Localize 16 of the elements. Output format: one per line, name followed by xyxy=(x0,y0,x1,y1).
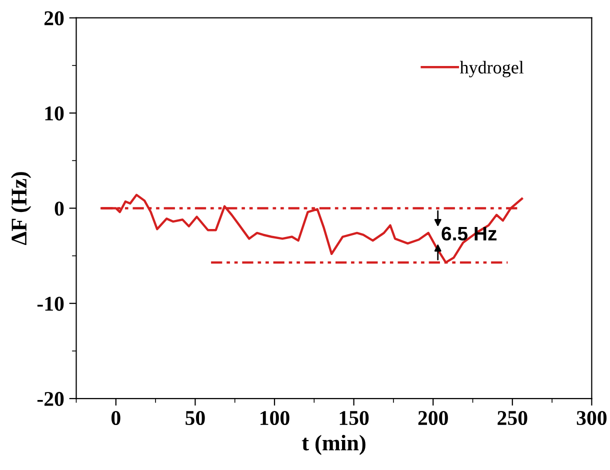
x-tick-label: 0 xyxy=(111,410,120,426)
x-tick-label: 250 xyxy=(498,410,528,426)
x-tick-label: 200 xyxy=(418,410,448,426)
y-tick-label: 20 xyxy=(44,11,64,26)
y-axis-title: ΔF (Hz) xyxy=(10,172,32,245)
legend-label: hydrogel xyxy=(460,60,524,78)
x-axis-title: t (min) xyxy=(302,434,366,455)
x-tick-label: 50 xyxy=(186,410,205,426)
y-tick-label: -10 xyxy=(37,296,64,311)
x-tick-label: 150 xyxy=(340,410,369,426)
x-tick-label: 300 xyxy=(576,410,607,426)
x-tick-label: 100 xyxy=(260,410,290,426)
y-tick-label: -20 xyxy=(37,392,64,406)
annotation: 6.5 Hz xyxy=(442,226,497,241)
y-tick-label: 10 xyxy=(45,106,64,120)
y-tick-label: 0 xyxy=(54,202,64,216)
